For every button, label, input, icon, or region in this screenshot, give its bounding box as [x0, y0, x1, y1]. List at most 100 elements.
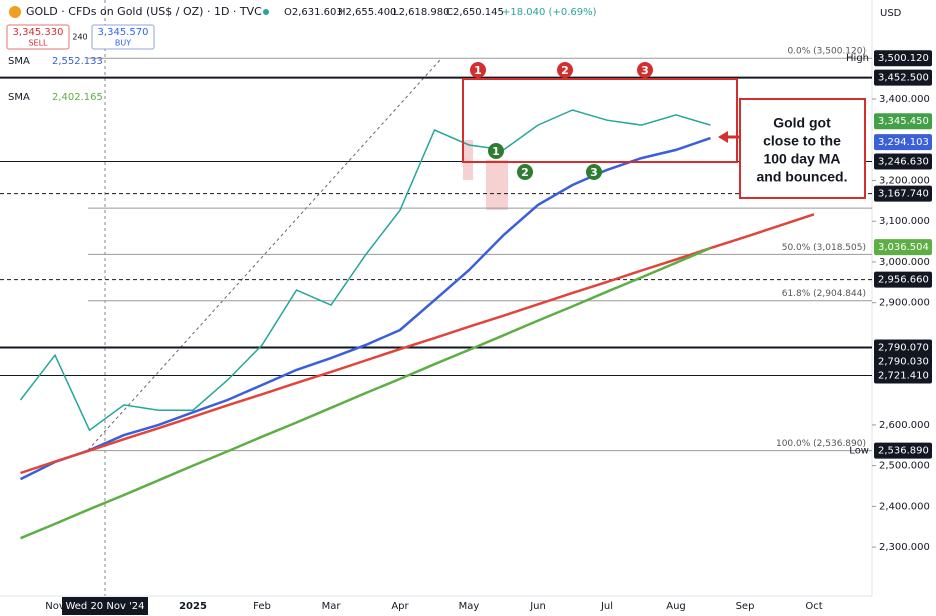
level-box: [874, 153, 932, 170]
x-tick-label: Mar: [322, 601, 342, 612]
symbol-title: GOLD · CFDs on Gold (US$ / OZ) · 1D · TV…: [26, 5, 262, 18]
level-box: [874, 271, 932, 288]
status-dot: [263, 9, 269, 15]
level-label: 3,345.450: [878, 116, 929, 127]
level-label: 3,246.630: [878, 156, 929, 167]
marker: [470, 62, 486, 78]
indicator-value: 2,552.133: [52, 56, 103, 67]
level-label: 3,036.504: [878, 242, 929, 253]
level-label: 3,500.120: [878, 53, 929, 64]
y-tick-label: 2,900.000: [879, 298, 930, 309]
indicator-value: 2,402.165: [52, 92, 103, 103]
indicator-label: SMA: [8, 56, 30, 67]
level-box: [874, 367, 932, 384]
level-label: 3,452.500: [878, 73, 929, 84]
buy-button[interactable]: [91, 24, 155, 50]
marker: [637, 62, 653, 78]
level-box: [874, 239, 932, 256]
fib-label: 100.0% (2,536.890): [776, 439, 866, 449]
x-tick-label: Feb: [253, 601, 271, 612]
symbol-icon: [9, 6, 21, 18]
axis-panel: [0, 597, 872, 616]
annotation-text: Gold got: [773, 115, 831, 131]
highlight: [486, 160, 508, 210]
ohlc: L2,618.980: [393, 7, 449, 18]
level-tag: Low: [849, 446, 869, 457]
x-tick-label: Jul: [600, 601, 613, 612]
sell-price: 3,345.330: [13, 27, 64, 38]
header: GOLD · CFDs on Gold (US$ / OZ) · 1D · TV…: [6, 5, 906, 592]
level-label: 2,790.070: [878, 342, 929, 353]
x-tick-label: Oct: [805, 601, 822, 612]
ohlc: H2,655.400: [338, 7, 396, 18]
level-label: 2,956.660: [878, 275, 929, 286]
arrow-head: [718, 131, 728, 143]
y-tick-label: 2,400.000: [879, 501, 930, 512]
sell-button[interactable]: [6, 24, 70, 50]
annotation-text: close to the: [763, 133, 841, 149]
spread: 240: [72, 33, 87, 42]
marker-label: 2: [561, 64, 569, 77]
annotation-text: and bounced.: [757, 169, 848, 185]
fib-label: 61.8% (2,904.844): [782, 289, 866, 299]
level-box: [874, 353, 932, 370]
moving-average: [20, 213, 815, 475]
highlight: [463, 140, 473, 180]
buy-price: 3,345.570: [98, 27, 149, 38]
y-tick-label: 2,500.000: [879, 461, 930, 472]
marker-label: 1: [474, 64, 482, 77]
marker-label: 1: [492, 145, 500, 158]
level-box: [874, 134, 932, 151]
level-label: 3,167.740: [878, 189, 929, 200]
marker: [488, 143, 504, 159]
marker-label: 3: [590, 166, 598, 179]
moving-average: [20, 246, 711, 540]
crosshair-box: [62, 597, 148, 615]
indicator-label: SMA: [8, 92, 30, 103]
price-line: [19, 109, 711, 432]
y-tick-label: 3,100.000: [879, 216, 930, 227]
marker-label: 2: [521, 166, 529, 179]
crosshair-label: Wed 20 Nov '24: [65, 601, 144, 612]
level-box: [874, 113, 932, 130]
ohlc-change: +18.040 (+0.69%): [502, 7, 597, 18]
annotation: Gold got close to the 100 day MA and bou…: [718, 98, 866, 199]
ohlc: O2,631.603: [284, 7, 343, 18]
x-tick-label: Aug: [666, 601, 686, 612]
level-box: [874, 185, 932, 202]
fib-label: 50.0% (3,018.505): [782, 243, 866, 253]
level-tag: High: [846, 53, 869, 64]
x-tick-label: Apr: [391, 601, 409, 612]
currency: USD: [880, 8, 902, 19]
level-box: [874, 69, 932, 86]
level-label: 2,536.890: [878, 446, 929, 457]
x-tick-label: Jun: [529, 601, 546, 612]
marker: [557, 62, 573, 78]
marker: [586, 164, 602, 180]
level-box: [874, 442, 932, 459]
y-tick-label: 2,300.000: [879, 542, 930, 553]
y-tick-label: 3,400.000: [879, 94, 930, 105]
x-tick-label: May: [459, 601, 480, 612]
level-box: [874, 339, 932, 356]
fib-label: 0.0% (3,500.120): [787, 47, 866, 57]
level-label: 2,790.030: [878, 356, 929, 367]
sell-label: SELL: [28, 39, 48, 48]
x-tick-label: Sep: [736, 601, 755, 612]
y-tick-label: 2,600.000: [879, 420, 930, 431]
y-tick-label: 3,200.000: [879, 175, 930, 186]
x-tick-label: Nov: [45, 601, 65, 612]
level-box: [874, 50, 932, 67]
range-box: [462, 78, 738, 163]
ohlc: C2,650.145: [446, 7, 504, 18]
annotation-box: [739, 98, 866, 199]
marker: [517, 164, 533, 180]
level-label: 2,721.410: [878, 370, 929, 381]
marker-label: 3: [641, 64, 649, 77]
level-label: 3,294.103: [878, 137, 929, 148]
plot: 0.0% (3,500.120) 50.0% (3,018.505) 61.8% (…: [0, 47, 872, 540]
buy-label: BUY: [115, 39, 131, 48]
